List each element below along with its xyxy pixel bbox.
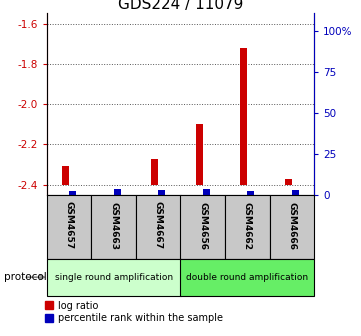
Bar bbox=[292, 190, 299, 195]
Text: GSM4656: GSM4656 bbox=[198, 202, 207, 250]
Bar bbox=[136, 195, 180, 259]
Bar bbox=[69, 191, 76, 195]
Text: GSM4657: GSM4657 bbox=[65, 202, 74, 250]
Text: GSM4663: GSM4663 bbox=[109, 202, 118, 250]
Text: GSM4667: GSM4667 bbox=[154, 202, 163, 250]
Bar bbox=[47, 259, 180, 296]
Bar bbox=[114, 189, 121, 195]
Bar bbox=[180, 259, 314, 296]
Text: protocol: protocol bbox=[4, 272, 46, 282]
Bar bbox=[240, 48, 247, 185]
Bar bbox=[225, 195, 270, 259]
Legend: log ratio, percentile rank within the sample: log ratio, percentile rank within the sa… bbox=[44, 300, 223, 324]
Bar bbox=[180, 195, 225, 259]
Text: single round amplification: single round amplification bbox=[55, 273, 173, 282]
Text: GSM4662: GSM4662 bbox=[243, 202, 252, 250]
Bar bbox=[285, 179, 292, 185]
Title: GDS224 / 11079: GDS224 / 11079 bbox=[118, 0, 243, 12]
Bar bbox=[158, 190, 165, 195]
Text: double round amplification: double round amplification bbox=[186, 273, 308, 282]
Bar bbox=[151, 159, 158, 185]
Bar bbox=[62, 166, 69, 185]
Bar bbox=[196, 124, 203, 185]
Text: GSM4666: GSM4666 bbox=[287, 202, 296, 250]
Bar bbox=[247, 191, 255, 195]
Bar bbox=[270, 195, 314, 259]
Bar bbox=[47, 195, 91, 259]
Bar bbox=[91, 195, 136, 259]
Bar bbox=[203, 189, 210, 195]
